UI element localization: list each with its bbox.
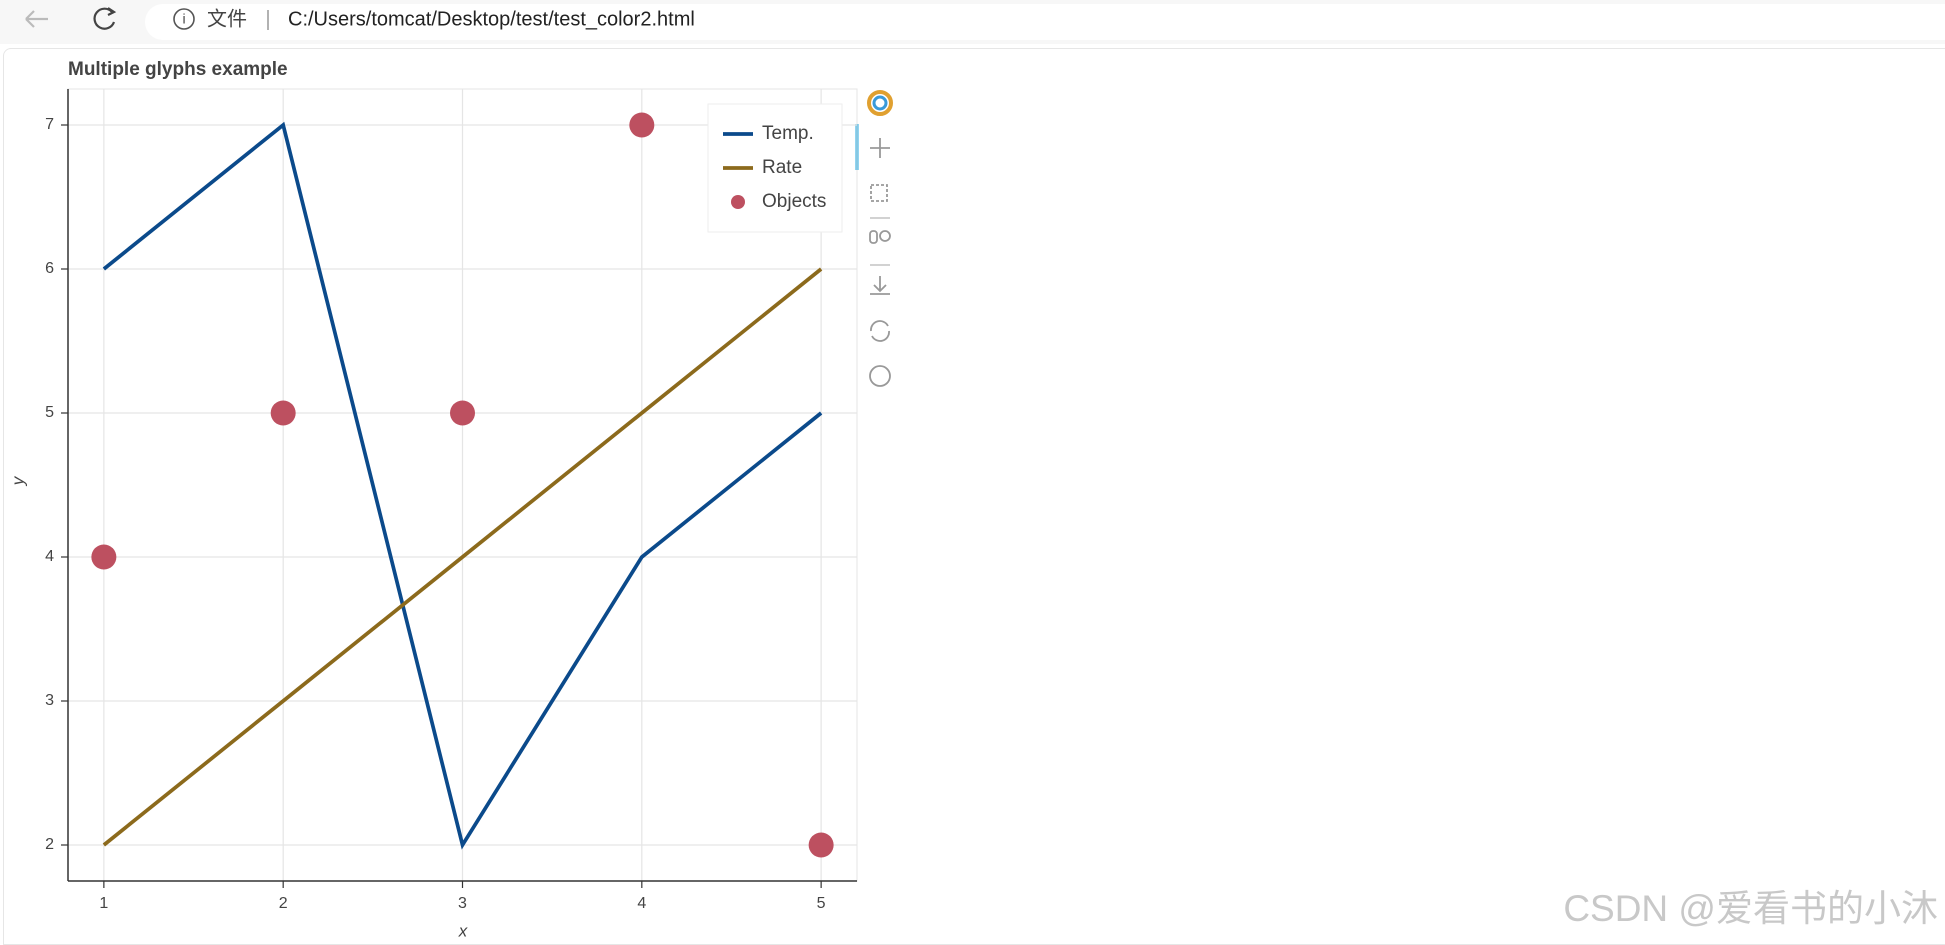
plot-toolbar bbox=[855, 90, 893, 387]
save-tool[interactable] bbox=[870, 276, 890, 295]
marker bbox=[450, 400, 475, 426]
x-tick-label: 3 bbox=[458, 895, 467, 912]
y-tick-label: 6 bbox=[45, 260, 54, 277]
url: C:/Users/tomcat/Desktop/test/test_color2… bbox=[288, 8, 695, 30]
x-tick-label: 2 bbox=[279, 895, 288, 912]
nav-icons bbox=[25, 7, 117, 30]
y-tick-label: 7 bbox=[45, 116, 54, 133]
y-tick-label: 2 bbox=[45, 836, 54, 853]
x-axis-label: x bbox=[458, 921, 468, 940]
address-content: i 文件 C:/Users/tomcat/Desktop/test/test_c… bbox=[173, 7, 695, 30]
reload-arrow bbox=[107, 7, 117, 16]
marker bbox=[808, 832, 834, 858]
browser-toolbar: i 文件 C:/Users/tomcat/Desktop/test/test_c… bbox=[0, 0, 1945, 44]
box-zoom-tool[interactable] bbox=[870, 184, 888, 202]
tool-separators bbox=[870, 217, 890, 266]
marker bbox=[270, 400, 296, 426]
x-tick-label: 1 bbox=[99, 895, 108, 912]
y-tick-label: 5 bbox=[45, 404, 54, 421]
address-label: 文件 bbox=[207, 7, 247, 30]
reset-tool[interactable] bbox=[870, 320, 890, 342]
help-tool[interactable] bbox=[869, 365, 891, 387]
info-icon[interactable] bbox=[173, 8, 195, 30]
legend-label: Rate bbox=[762, 157, 802, 178]
x-tick-label: 4 bbox=[637, 895, 646, 912]
bokeh-logo[interactable] bbox=[867, 90, 893, 116]
series-line bbox=[102, 267, 823, 847]
chart-title: Multiple glyphs example bbox=[68, 59, 288, 80]
legend: Temp. Rate Objects bbox=[707, 103, 843, 233]
marker bbox=[91, 544, 117, 570]
legend-label: Objects bbox=[762, 191, 826, 212]
y-tick-label: 3 bbox=[45, 692, 54, 709]
legend-label: Temp. bbox=[762, 123, 814, 144]
series-line bbox=[102, 121, 823, 850]
address-bar[interactable]: i 文件 C:/Users/tomcat/Desktop/test/test_c… bbox=[145, 4, 1945, 40]
y-tick-label: 4 bbox=[45, 548, 54, 565]
wheel-zoom-tool[interactable] bbox=[879, 230, 891, 242]
legend-swatch bbox=[731, 195, 745, 209]
wheel-zoom-icon bbox=[869, 230, 878, 244]
marker bbox=[629, 112, 655, 138]
back-button[interactable] bbox=[25, 10, 48, 28]
y-axis-label: y bbox=[8, 475, 27, 486]
watermark: CSDN @爱看书的小沐 bbox=[1563, 888, 1938, 929]
pan-tool[interactable] bbox=[870, 138, 890, 158]
bokeh-logo-inner bbox=[872, 95, 888, 111]
x-tick-label: 5 bbox=[817, 895, 826, 912]
reload-button[interactable] bbox=[93, 7, 116, 30]
info-i: i bbox=[182, 11, 185, 27]
